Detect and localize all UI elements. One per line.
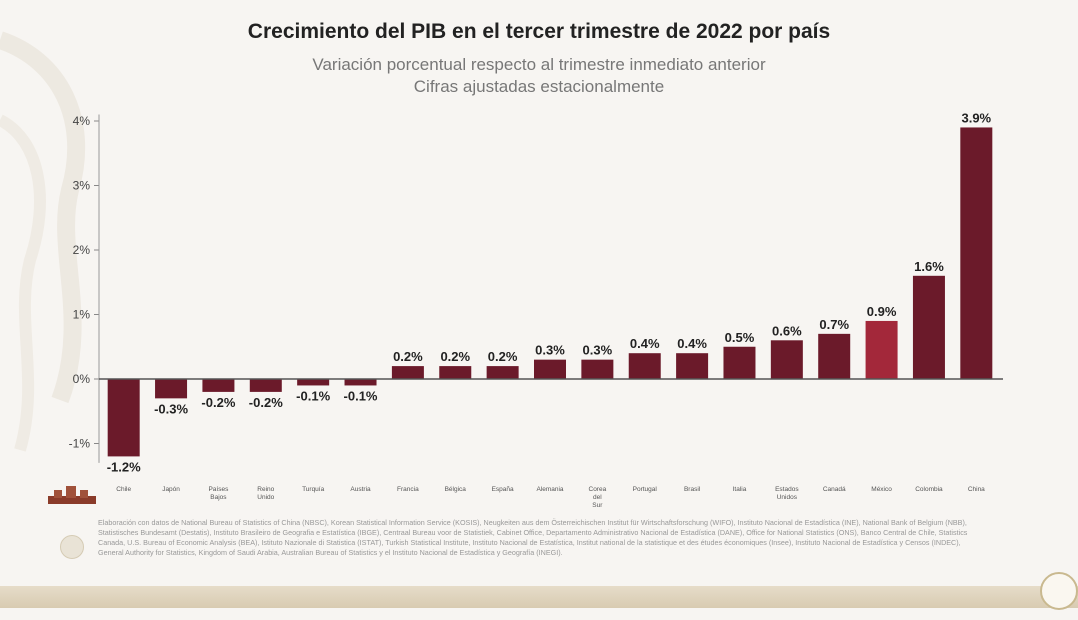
y-tick-label: 1% [73,308,91,322]
bar-8 [439,366,472,379]
bar-chart: -1% 0% 1% 2% 3% 4% -1.2% Chile -0.3% Japón -0.2% Pa… [69,110,1003,509]
bar-18 [912,275,945,379]
bar-value-label: 0.2% [440,349,470,364]
seal-icon [60,535,84,559]
bar-15 [770,340,803,379]
bar-9 [486,366,519,379]
chart-subtitle: Variación porcentual respecto al trimest… [312,55,766,74]
bar-value-label: 0.4% [677,336,707,351]
chart-title: Crecimiento del PIB en el tercer trimest… [247,20,831,43]
x-tick-label: Canadá [823,486,846,493]
bar-value-label: -0.2% [249,395,283,410]
bar-value-label: 0.3% [535,343,565,358]
bar-value-label: 0.9% [867,304,897,319]
government-logo [48,486,96,504]
bar-13 [676,353,709,379]
bar-value-label: 0.2% [393,349,423,364]
bar-11 [581,359,614,379]
x-tick-label: Países Bajos [208,486,229,501]
bar-19 [960,127,993,379]
bar-value-label: -0.1% [344,388,378,403]
bar-value-label: 0.5% [725,330,755,345]
bar-4 [249,379,282,392]
bar-7 [391,366,424,379]
bar-14 [723,346,756,379]
bar-value-label: -0.2% [201,395,235,410]
bar-1 [107,379,140,457]
x-tick-label: Francia [397,486,419,493]
x-tick-label: Austria [350,486,371,493]
y-tick-label: 2% [73,243,91,257]
bar-value-label: -0.1% [296,388,330,403]
bar-value-label: 3.9% [961,110,991,125]
x-tick-label: Japón [162,486,180,493]
y-tick-label: 3% [73,179,91,193]
x-tick-label: Reino Unido [257,486,274,501]
bar-value-label: -0.3% [154,401,188,416]
x-tick-label: Portugal [633,486,658,493]
bar-6 [344,379,377,386]
x-tick-label: Chile [116,486,131,493]
x-tick-label: Turquía [302,486,325,493]
emblem-icon [1040,572,1078,610]
x-tick-label: Brasil [684,486,701,493]
x-tick-label: Bélgica [445,486,467,493]
bar-value-label: 0.7% [819,317,849,332]
source-footnote: Elaboración con datos de National Bureau… [98,518,968,557]
x-tick-label: España [492,486,514,493]
bar-12 [628,353,661,379]
x-tick-label: México [871,486,892,493]
bar-value-label: 0.6% [772,323,802,338]
bar-value-label: 1.6% [914,259,944,274]
bar-5 [297,379,330,386]
x-tick-label: China [968,486,985,493]
x-tick-label: Corea del Sur [589,486,607,509]
x-tick-label: Alemania [536,486,563,493]
background-decoration [0,31,86,452]
bar-10 [534,359,566,379]
bottom-bar [0,586,1078,608]
bar-value-label: 0.2% [488,349,518,364]
bar-16 [818,333,851,379]
x-tick-label: Italia [733,486,747,493]
x-tick-label: Estados Unidos [775,486,799,501]
y-tick-label: -1% [69,437,91,451]
bar-value-label: 0.4% [630,336,660,351]
y-tick-label: 4% [73,114,91,128]
bar-17 [865,320,898,379]
bar-value-label: -1.2% [107,459,141,474]
bar-3 [202,379,235,392]
bar-2 [155,379,188,399]
y-tick-label: 0% [73,372,91,386]
x-tick-label: Colombia [915,486,943,493]
bar-value-label: 0.3% [583,343,613,358]
chart-subtitle-note: Cifras ajustadas estacionalmente [413,77,665,96]
